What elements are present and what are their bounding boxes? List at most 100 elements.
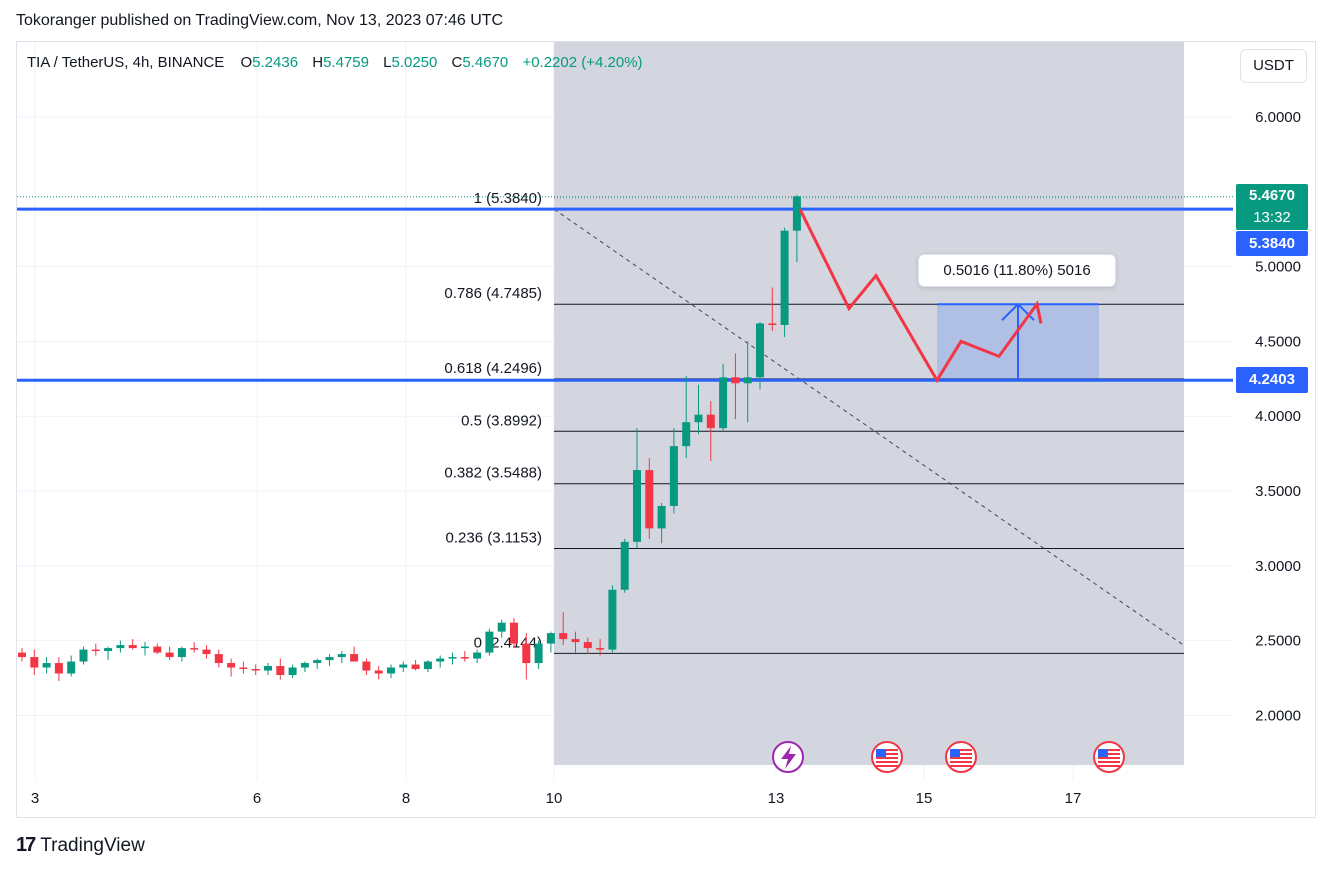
price-range-label: 0.5016 (11.80%) 5016 (918, 254, 1116, 287)
projection-path (798, 208, 1043, 384)
candle-body (559, 633, 568, 640)
candle-body (719, 377, 728, 429)
candle-body (510, 622, 518, 644)
x-axis-tick-label: 13 (768, 790, 785, 807)
publisher-header: Tokoranger published on TradingView.com,… (16, 12, 504, 29)
y-axis-tick-label: 3.5000 (1255, 483, 1301, 500)
lightning-event-icon[interactable] (772, 741, 804, 773)
flag-stripe (950, 753, 972, 755)
open-value: 5.2436 (252, 54, 299, 71)
candle-body (300, 663, 309, 668)
y-axis-tick-label: 6.0000 (1255, 109, 1301, 126)
fib-level-label: 0.236 (3.1153) (446, 530, 542, 547)
tradingview-logo-icon: 17 (16, 834, 36, 856)
fib-level-label: 1 (5.3840) (474, 190, 542, 207)
x-axis-tick-label: 6 (253, 790, 261, 807)
candle-body (497, 622, 506, 632)
candle-body (141, 646, 149, 649)
symbol-label[interactable]: TIA / TetherUS, 4h, BINANCE (27, 54, 225, 71)
us-flag-event-icon[interactable] (1093, 741, 1125, 773)
flag-stripe (876, 757, 898, 759)
candle-body (374, 670, 383, 674)
flag-stripe (1098, 753, 1120, 755)
candle-body (350, 654, 359, 662)
flag-stripe (876, 765, 898, 767)
y-axis-tick-label: 4.5000 (1255, 333, 1301, 350)
candle-body (460, 657, 469, 659)
candle-body (608, 589, 617, 650)
candle-body (657, 505, 666, 529)
flag-stripe (950, 765, 972, 767)
candle-body (276, 666, 285, 676)
candle-body (227, 663, 236, 668)
candle-body (546, 633, 555, 644)
y-axis-tick-label: 4.0000 (1255, 408, 1301, 425)
candle-body (202, 649, 211, 655)
flag-stripe (1098, 757, 1120, 759)
us-flag-event-icon[interactable] (871, 741, 903, 773)
flag-stripe (1098, 765, 1120, 767)
candle-body (239, 667, 248, 670)
candle-body (387, 667, 395, 674)
candle-body (436, 658, 445, 662)
footer-brand[interactable]: 17 TradingView (16, 834, 145, 857)
flag-stripe (1098, 761, 1120, 763)
fib-level-label: 0.618 (4.2496) (444, 360, 542, 377)
upper-line-price-tag: 5.3840 (1236, 231, 1308, 256)
candle-body (190, 648, 199, 650)
y-axis-tick-label: 2.5000 (1255, 633, 1301, 650)
candle-body (30, 657, 39, 668)
x-axis-tick-label: 8 (402, 790, 410, 807)
low-value: 5.0250 (391, 54, 438, 71)
flag-stripe (1098, 749, 1120, 751)
candle-body (694, 414, 703, 423)
flag-stripe (876, 749, 898, 751)
lightning-bolt (781, 746, 796, 769)
close-label: C (451, 54, 463, 71)
fib-level-label: 0 (2.4144) (474, 634, 542, 651)
candle-body (756, 323, 764, 378)
fib-level-label: 0.5 (3.8992) (461, 412, 542, 429)
candle-body (177, 648, 186, 658)
us-flag-event-icon[interactable] (945, 741, 977, 773)
candle-body (473, 652, 482, 659)
candle-body (583, 642, 592, 649)
x-axis-tick-label: 3 (31, 790, 39, 807)
candle-body (423, 661, 432, 670)
change-value: +0.2202 (+4.20%) (522, 54, 643, 71)
candle-body (534, 643, 543, 664)
high-value: 5.4759 (323, 54, 369, 71)
candle-body (743, 377, 752, 384)
candle-body (153, 646, 162, 653)
candle-body (706, 414, 715, 429)
flag-canton (876, 749, 886, 757)
candle-body (669, 446, 678, 506)
y-axis-tick-label: 5.0000 (1255, 259, 1301, 276)
ohlc-legend: TIA / TetherUS, 4h, BINANCE O5.2436 H5.4… (27, 54, 643, 71)
y-axis-tick-label: 3.0000 (1255, 558, 1301, 575)
candle-body (325, 657, 334, 661)
close-value: 5.4670 (462, 54, 509, 71)
candle-body (682, 422, 691, 447)
candle-body (251, 669, 260, 671)
flag-canton (950, 749, 960, 757)
lower-line-price-tag: 4.2403 (1236, 367, 1308, 393)
candle-body (67, 661, 76, 674)
candle-body (571, 639, 580, 643)
candle-body (620, 541, 629, 590)
flag-stripe (950, 761, 972, 763)
tradingview-wordmark: TradingView (40, 834, 145, 856)
x-axis-tick-label: 10 (546, 790, 563, 807)
candle-body (522, 643, 531, 664)
flag-stripe (876, 761, 898, 763)
candle-body (214, 654, 223, 664)
candle-body (596, 648, 605, 650)
candle-body (264, 666, 272, 671)
candle-body (128, 645, 137, 649)
candle-body (731, 377, 740, 384)
currency-button[interactable]: USDT (1240, 49, 1307, 83)
y-axis-tick-label: 2.0000 (1255, 707, 1301, 724)
candle-body (362, 661, 371, 671)
candle-body (54, 663, 63, 674)
